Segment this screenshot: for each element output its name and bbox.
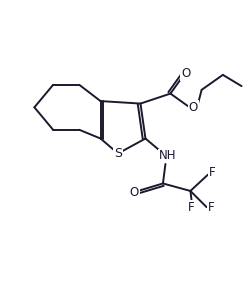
Text: S: S	[114, 147, 122, 160]
Text: O: O	[129, 186, 138, 199]
Text: F: F	[207, 201, 214, 214]
Text: O: O	[188, 101, 197, 114]
Text: F: F	[208, 166, 215, 179]
Text: O: O	[180, 67, 190, 80]
Text: F: F	[188, 201, 194, 214]
Text: NH: NH	[158, 150, 176, 162]
